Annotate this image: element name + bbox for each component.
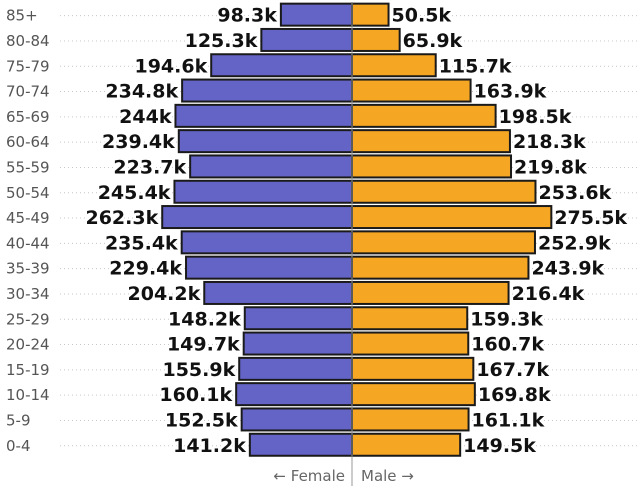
- male-bar-80-84: [351, 27, 401, 52]
- female-value-20-24: 149.7k: [167, 334, 240, 356]
- female-value-50-54: 245.4k: [98, 182, 171, 204]
- female-value-85+: 98.3k: [217, 5, 277, 27]
- male-value-30-34: 216.4k: [512, 283, 585, 305]
- male-bar-15-19: [351, 356, 475, 381]
- female-bar-10-14: [235, 382, 353, 407]
- female-bar-35-39: [185, 255, 353, 280]
- male-bar-30-34: [351, 280, 510, 305]
- female-bar-65-69: [174, 103, 353, 128]
- male-value-40-44: 252.9k: [538, 232, 611, 254]
- female-bar-45-49: [161, 205, 353, 230]
- male-value-35-39: 243.9k: [531, 258, 604, 280]
- female-bar-15-19: [238, 356, 353, 381]
- female-bar-5-9: [240, 407, 353, 432]
- female-bar-20-24: [242, 331, 353, 356]
- female-bar-70-74: [181, 78, 353, 103]
- age-label-35-39: 35-39: [6, 260, 50, 278]
- female-bar-85+: [279, 2, 353, 27]
- male-value-45-49: 275.5k: [554, 207, 627, 229]
- male-bar-35-39: [351, 255, 530, 280]
- male-bar-50-54: [351, 179, 537, 204]
- age-label-80-84: 80-84: [6, 32, 50, 50]
- age-label-20-24: 20-24: [6, 336, 50, 354]
- female-bar-0-4: [248, 432, 353, 457]
- age-label-5-9: 5-9: [6, 411, 31, 429]
- male-value-5-9: 161.1k: [472, 409, 545, 431]
- female-value-45-49: 262.3k: [85, 207, 158, 229]
- female-value-60-64: 239.4k: [102, 131, 175, 153]
- female-value-40-44: 235.4k: [105, 232, 178, 254]
- female-bar-25-29: [243, 306, 353, 331]
- dotted-guides: [60, 15, 640, 447]
- female-value-65-69: 244k: [119, 106, 172, 128]
- male-value-0-4: 149.5k: [463, 435, 536, 457]
- male-value-70-74: 163.9k: [474, 81, 547, 103]
- male-value-75-79: 115.7k: [439, 55, 512, 77]
- male-bar-85+: [351, 2, 390, 27]
- male-value-10-14: 169.8k: [478, 384, 551, 406]
- female-bar-30-34: [203, 280, 353, 305]
- age-label-65-69: 65-69: [6, 108, 50, 126]
- age-label-85+: 85+: [6, 7, 38, 25]
- age-label-25-29: 25-29: [6, 310, 50, 328]
- female-value-75-79: 194.6k: [134, 55, 207, 77]
- female-bar-60-64: [177, 129, 353, 154]
- age-label-40-44: 40-44: [6, 234, 50, 252]
- male-value-85+: 50.5k: [392, 5, 452, 27]
- male-bar-55-59: [351, 154, 513, 179]
- male-value-15-19: 167.7k: [476, 359, 549, 381]
- female-value-25-29: 148.2k: [168, 308, 241, 330]
- male-bar-75-79: [351, 53, 437, 78]
- male-axis-caption: Male →: [361, 467, 414, 485]
- male-value-60-64: 218.3k: [513, 131, 586, 153]
- male-bar-40-44: [351, 230, 536, 255]
- female-value-35-39: 229.4k: [109, 258, 182, 280]
- age-label-30-34: 30-34: [6, 285, 50, 303]
- male-value-80-84: 65.9k: [403, 30, 463, 52]
- female-value-5-9: 152.5k: [165, 409, 238, 431]
- age-label-50-54: 50-54: [6, 184, 50, 202]
- female-bar-80-84: [260, 27, 354, 52]
- male-bar-60-64: [351, 129, 511, 154]
- female-value-30-34: 204.2k: [128, 283, 201, 305]
- male-bar-0-4: [351, 432, 462, 457]
- male-bar-5-9: [351, 407, 470, 432]
- female-value-55-59: 223.7k: [113, 156, 186, 178]
- labels: 85+ 98.3k 50.5k 80-84 125.3k 65.9k 75-79 194.6k…: [6, 3, 629, 459]
- male-bar-65-69: [351, 103, 497, 128]
- female-bar-40-44: [180, 230, 353, 255]
- female-bar-55-59: [189, 154, 353, 179]
- male-value-65-69: 198.5k: [499, 106, 572, 128]
- female-value-10-14: 160.1k: [159, 384, 232, 406]
- male-bar-10-14: [351, 382, 476, 407]
- female-axis-caption: ← Female: [273, 467, 345, 485]
- age-label-0-4: 0-4: [6, 437, 31, 455]
- age-label-75-79: 75-79: [6, 57, 50, 75]
- age-label-10-14: 10-14: [6, 386, 50, 404]
- female-value-15-19: 155.9k: [162, 359, 235, 381]
- male-bar-70-74: [351, 78, 472, 103]
- age-label-60-64: 60-64: [6, 133, 50, 151]
- male-value-55-59: 219.8k: [514, 156, 587, 178]
- male-bar-45-49: [351, 205, 553, 230]
- female-value-80-84: 125.3k: [185, 30, 258, 52]
- male-value-25-29: 159.3k: [470, 308, 543, 330]
- female-value-0-4: 141.2k: [173, 435, 246, 457]
- male-value-20-24: 160.7k: [471, 334, 544, 356]
- male-bar-25-29: [351, 306, 469, 331]
- age-label-45-49: 45-49: [6, 209, 50, 227]
- age-label-70-74: 70-74: [6, 83, 50, 101]
- male-bar-20-24: [351, 331, 470, 356]
- female-value-70-74: 234.8k: [105, 81, 178, 103]
- age-label-55-59: 55-59: [6, 158, 50, 176]
- age-label-15-19: 15-19: [6, 361, 50, 379]
- male-value-50-54: 253.6k: [538, 182, 611, 204]
- female-bar-50-54: [173, 179, 353, 204]
- female-bar-75-79: [210, 53, 353, 78]
